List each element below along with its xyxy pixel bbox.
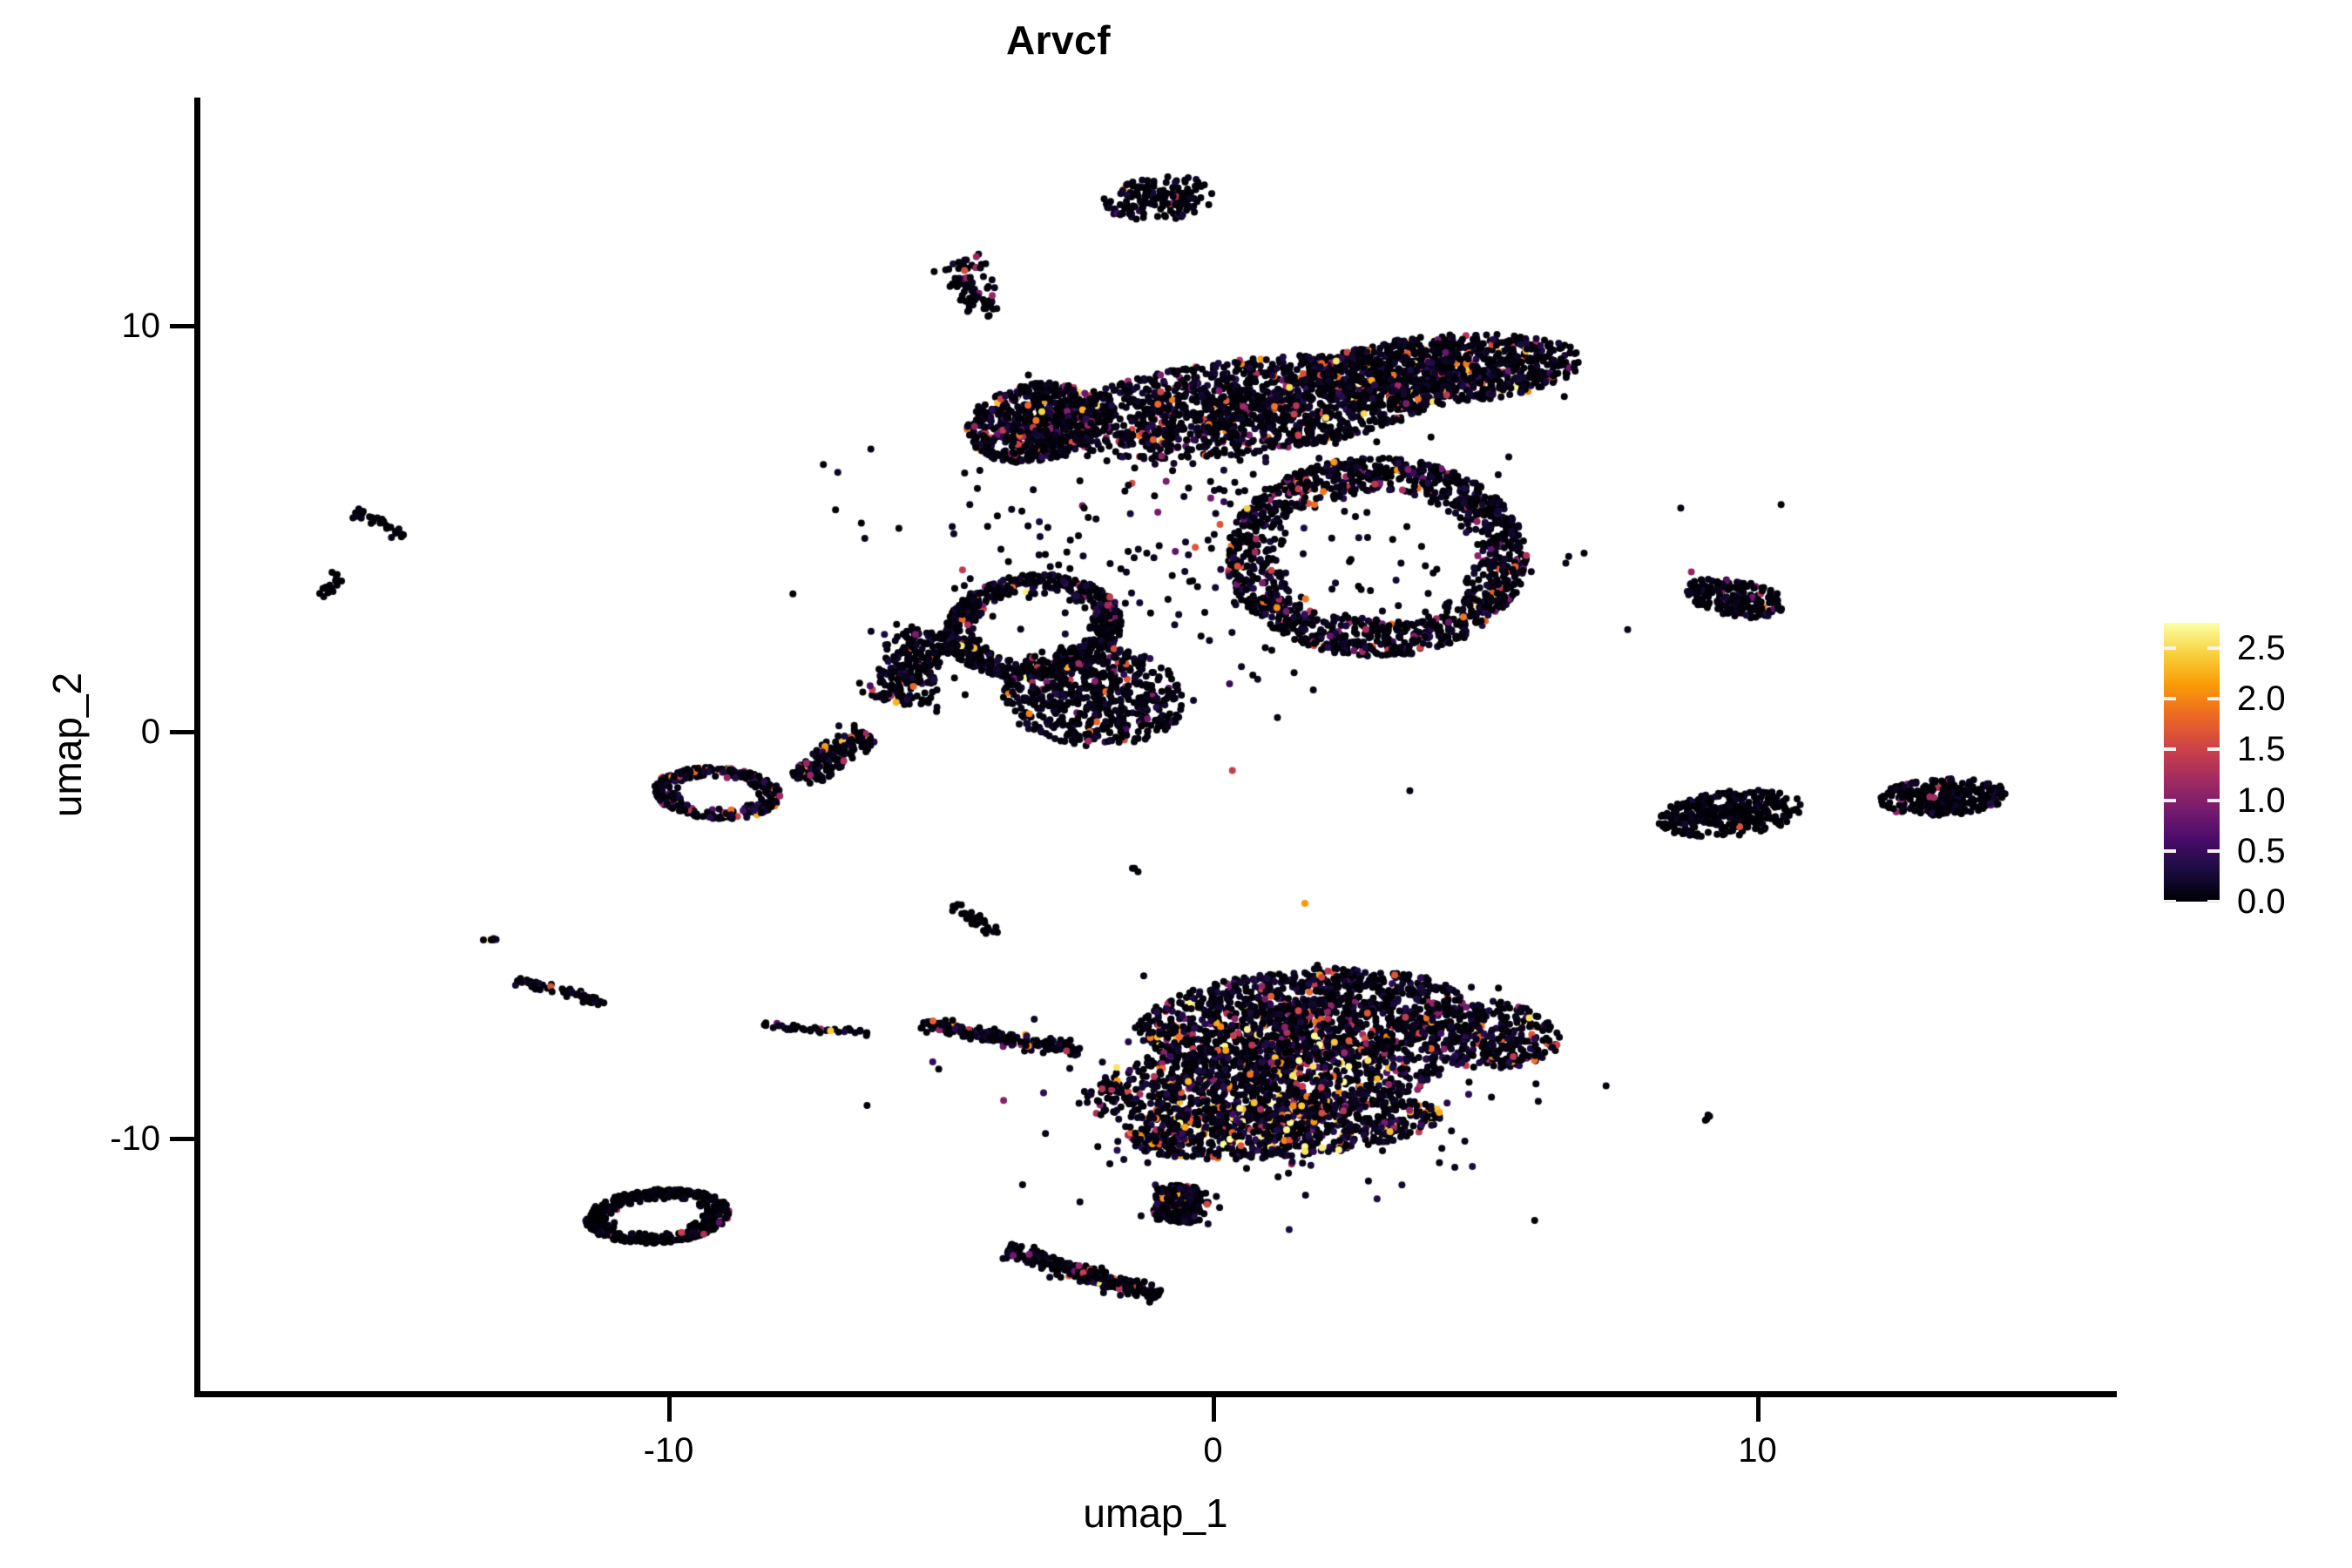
page-title: Arvcf <box>1005 17 1112 63</box>
colorbar-tick-label: 2.5 <box>2237 629 2286 668</box>
y-axis-tick-mark <box>170 323 195 328</box>
x-axis-line <box>194 1391 2117 1397</box>
x-axis-tick-mark <box>1755 1397 1761 1422</box>
y-axis-tick-label: 10 <box>121 306 161 345</box>
plot-panel[interactable] <box>200 98 2117 1391</box>
scatter-points-layer <box>200 98 2117 1391</box>
x-axis-tick-mark <box>666 1397 672 1422</box>
colorbar-tick-label: 0.5 <box>2237 831 2286 870</box>
x-axis-tick-label: 10 <box>1738 1431 1777 1470</box>
y-axis-title: umap_2 <box>44 672 90 818</box>
x-axis-tick-mark <box>1211 1397 1216 1422</box>
colorbar-legend: 0.0 0.5 1.0 1.5 2.0 2.5 <box>2164 615 2338 919</box>
colorbar-tick-label: 1.5 <box>2237 730 2286 769</box>
x-axis-tick-label: -10 <box>643 1431 694 1470</box>
y-axis-tick-label: 0 <box>140 713 160 752</box>
colorbar-tick-label: 0.0 <box>2237 882 2286 921</box>
y-axis-tick-mark <box>170 1137 195 1142</box>
y-axis-tick-mark <box>170 730 195 735</box>
colorbar-tick-label: 2.0 <box>2237 679 2286 719</box>
y-axis-tick-label: -10 <box>110 1119 160 1159</box>
colorbar-gradient <box>2164 623 2220 902</box>
x-axis-tick-label: 0 <box>1203 1431 1223 1470</box>
x-axis-title: umap_1 <box>1083 1490 1228 1536</box>
colorbar-tick-label: 1.0 <box>2237 781 2286 820</box>
y-axis-line <box>194 98 200 1397</box>
